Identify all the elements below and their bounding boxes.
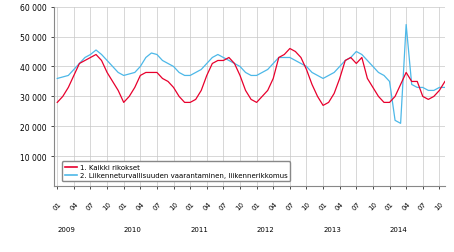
Legend: 1. Kaikki rikokset, 2. Liikenneturvallisuuden vaarantaminen, liikennerikkomus: 1. Kaikki rikokset, 2. Liikenneturvallis… bbox=[62, 162, 291, 181]
Text: 10: 10 bbox=[168, 201, 179, 211]
Text: 04: 04 bbox=[69, 201, 79, 211]
Text: 01: 01 bbox=[185, 201, 196, 211]
Text: 07: 07 bbox=[418, 201, 428, 211]
Text: 2012: 2012 bbox=[257, 226, 274, 232]
Text: 2013: 2013 bbox=[323, 226, 341, 232]
Text: 01: 01 bbox=[118, 201, 129, 211]
Text: 07: 07 bbox=[218, 201, 229, 211]
Text: 01: 01 bbox=[252, 201, 262, 211]
Text: 01: 01 bbox=[384, 201, 395, 211]
Text: 07: 07 bbox=[285, 201, 295, 211]
Text: 04: 04 bbox=[401, 201, 411, 211]
Text: 01: 01 bbox=[318, 201, 328, 211]
Text: 2009: 2009 bbox=[57, 226, 75, 232]
Text: 2011: 2011 bbox=[190, 226, 208, 232]
Text: 10: 10 bbox=[102, 201, 113, 211]
Text: 07: 07 bbox=[351, 201, 362, 211]
Text: 10: 10 bbox=[434, 201, 444, 211]
Text: 2014: 2014 bbox=[390, 226, 407, 232]
Text: 2010: 2010 bbox=[123, 226, 142, 232]
Text: 04: 04 bbox=[268, 201, 278, 211]
Text: 07: 07 bbox=[152, 201, 162, 211]
Text: 10: 10 bbox=[301, 201, 312, 211]
Text: 01: 01 bbox=[52, 201, 63, 211]
Text: 10: 10 bbox=[368, 201, 378, 211]
Text: 07: 07 bbox=[85, 201, 96, 211]
Text: 04: 04 bbox=[135, 201, 146, 211]
Text: 04: 04 bbox=[202, 201, 212, 211]
Text: 10: 10 bbox=[235, 201, 245, 211]
Text: 04: 04 bbox=[335, 201, 345, 211]
